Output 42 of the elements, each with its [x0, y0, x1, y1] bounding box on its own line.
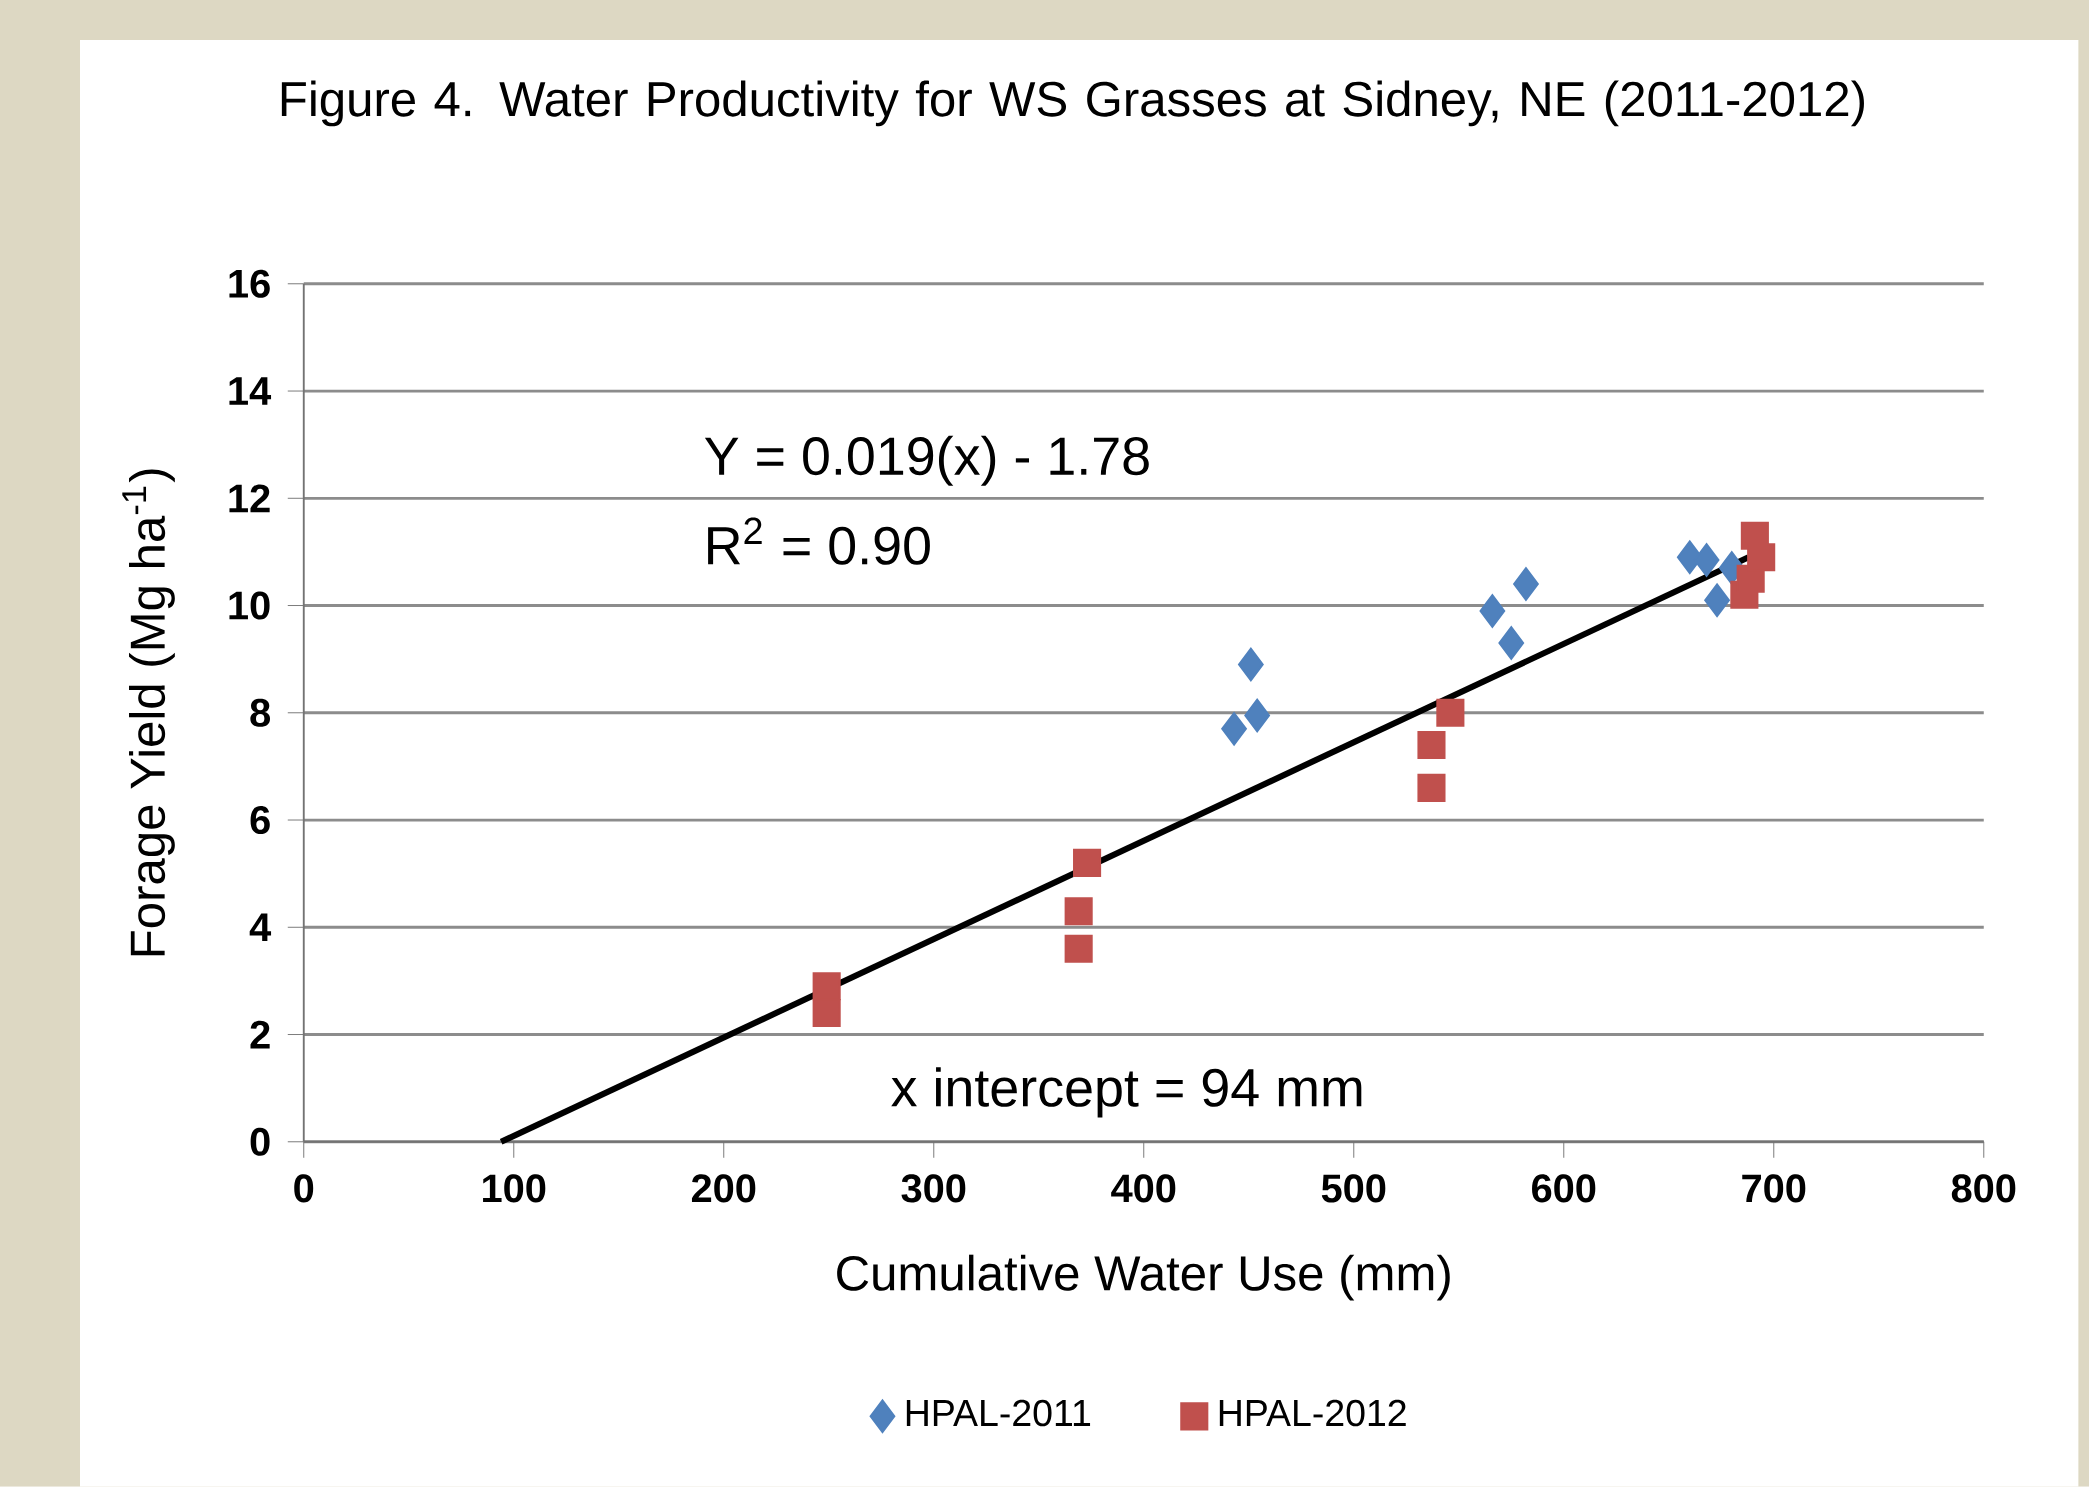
y-axis-title: Forage Yield (Mg ha$^{-1}$)	[122, 469, 175, 956]
point	[1064, 897, 1093, 926]
y-tick-label: 2	[250, 1020, 270, 1049]
x-tick-label: 600	[1532, 1174, 1596, 1203]
x-tick-label: 500	[1321, 1174, 1386, 1203]
x-tick-label: 300	[901, 1174, 966, 1203]
point	[1704, 583, 1730, 618]
y-tick-label: 0	[250, 1127, 270, 1156]
x-tick-label: 200	[691, 1174, 756, 1203]
point	[1498, 626, 1525, 660]
y-tick-label: 12	[229, 484, 270, 513]
legend-label: HPAL-2012	[1219, 1399, 1406, 1427]
x-tick-label: 100	[483, 1174, 546, 1203]
y-tick-label: 14	[229, 377, 272, 405]
point	[1417, 773, 1446, 802]
y-tick-label: 6	[250, 806, 270, 835]
point	[1747, 543, 1776, 572]
point	[1513, 567, 1539, 602]
x-tick-label: 0	[294, 1174, 314, 1203]
x-tick-label: 700	[1742, 1174, 1806, 1203]
point	[1064, 934, 1093, 963]
point	[812, 999, 841, 1028]
legend-label: HPAL-2011	[906, 1399, 1091, 1427]
y-tick-label: 8	[250, 698, 271, 727]
y-tick-label: 4	[249, 913, 272, 942]
point	[812, 972, 841, 1001]
point	[1238, 647, 1264, 682]
point	[1073, 848, 1102, 878]
annotation: Y = 0.019(x) - 1.78	[704, 435, 1149, 486]
annotation: x intercept = 94 mm	[891, 1067, 1362, 1118]
point	[1244, 698, 1271, 733]
x-tick-label: 800	[1951, 1174, 2016, 1203]
x-axis-title: Cumulative Water Use (mm)	[837, 1254, 1450, 1301]
point	[1479, 594, 1506, 628]
chart-title: Figure 4. Water Productivity for WS Grasses at Sidney, NE (2011-2012)	[281, 80, 1864, 127]
annotation: R$^{2}$ = 0.90	[708, 517, 930, 565]
point	[1417, 730, 1446, 760]
point	[1436, 698, 1465, 727]
y-tick-label: 10	[229, 591, 270, 620]
point	[1221, 712, 1247, 746]
y-tick-label: 16	[229, 269, 270, 298]
x-tick-label: 400	[1111, 1174, 1176, 1203]
